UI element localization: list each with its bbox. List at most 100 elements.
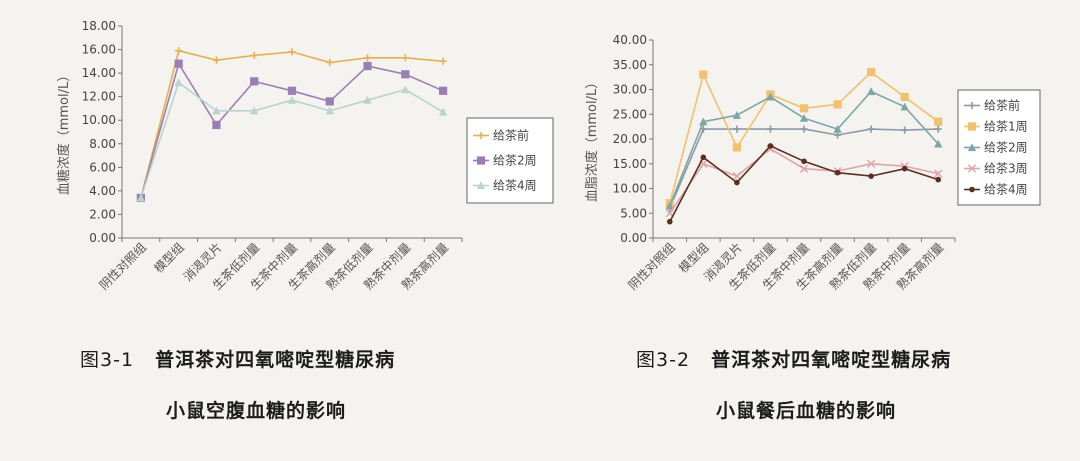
legend-swatch-marker [477, 131, 485, 140]
data-point [363, 61, 372, 71]
data-point [250, 77, 259, 86]
x-tick-label: 模型组 [151, 240, 186, 275]
legend-box [957, 89, 1041, 206]
data-point [900, 102, 909, 111]
data-point [438, 107, 448, 116]
data-point [665, 201, 674, 210]
y-tick-label: 10.00 [82, 113, 116, 127]
legend-swatch-marker [476, 181, 486, 190]
data-point [326, 58, 334, 67]
legend-label: 给茶4周 [984, 182, 1028, 197]
data-point [363, 54, 372, 62]
data-point [934, 169, 943, 178]
data-point [901, 165, 908, 172]
data-point [401, 54, 409, 62]
data-point [175, 47, 183, 55]
data-point [867, 125, 875, 133]
figure-3-1-title: 普洱茶对四氧嘧啶型糖尿病 [155, 349, 396, 371]
figure-3-1-number: 图3-1 [80, 349, 135, 371]
data-point [799, 104, 809, 113]
figure-3-2-caption-line1: 图3-2 普洱茶对四氧嘧啶型糖尿病 [636, 345, 951, 372]
series-line [669, 71, 939, 204]
data-point [174, 59, 183, 68]
legend-swatch-marker [967, 143, 977, 152]
data-point [799, 164, 809, 173]
y-tick-label: 0.00 [620, 231, 647, 245]
legend-swatch-marker [476, 156, 486, 165]
legend-label: 给茶4周 [493, 178, 537, 193]
data-point [867, 68, 876, 77]
series-line [140, 61, 444, 199]
figure-3-2-title: 普洱茶对四氧嘧啶型糖尿病 [711, 349, 952, 371]
legend-label: 给茶3周 [984, 161, 1028, 176]
y-tick-label: 35.00 [613, 58, 647, 72]
y-tick-label: 8.00 [89, 137, 116, 151]
data-point [732, 111, 742, 119]
data-point [935, 176, 942, 183]
y-tick-label: 25.00 [613, 107, 647, 121]
legend-label: 给茶2周 [984, 140, 1028, 155]
figure-3-2-number: 图3-2 [636, 349, 691, 371]
legend-swatch-marker [967, 122, 977, 131]
data-point [212, 120, 221, 130]
chart-blood-glucose: 0.00 2.00 4.00 6.00 8.00 10.00 12.00 14.00 16.00… [56, 19, 554, 293]
data-point [934, 117, 943, 126]
x-tick-label: 阴性对照组 [626, 240, 678, 292]
data-point [287, 96, 297, 104]
data-point [401, 85, 410, 94]
data-point [733, 125, 741, 133]
data-point [766, 125, 775, 133]
data-point [934, 125, 942, 133]
data-point [699, 70, 708, 79]
data-point [732, 143, 741, 152]
data-point [363, 96, 372, 104]
data-point [868, 173, 874, 179]
data-point [866, 87, 876, 96]
data-point [212, 106, 221, 115]
y-tick-label: 20.00 [613, 132, 647, 146]
data-point [212, 56, 221, 64]
legend-swatch-marker [968, 101, 976, 110]
y-tick-label: 30.00 [613, 83, 647, 97]
y-tick-label: 4.00 [89, 184, 116, 198]
data-point [439, 86, 448, 95]
y-tick-label: 40.00 [613, 33, 647, 47]
y-tick-label: 18.00 [82, 19, 116, 33]
figure-3-1-caption-line2: 小鼠空腹血糖的影响 [166, 400, 347, 422]
y-tick-label: 2.00 [89, 207, 116, 221]
data-point [250, 51, 258, 60]
legend-swatch-marker [967, 164, 977, 173]
data-point [174, 78, 183, 87]
data-point [901, 126, 909, 134]
data-point [732, 171, 742, 181]
legend-label: 给茶前 [984, 98, 1020, 113]
y-tick-label: 6.00 [89, 160, 116, 174]
y-tick-label: 16.00 [82, 43, 116, 57]
figure-3-1-caption-line1: 图3-1 普洱茶对四氧嘧啶型糖尿病 [80, 345, 395, 372]
data-point [666, 218, 673, 225]
data-point [700, 154, 707, 161]
data-point [866, 159, 876, 168]
data-point [325, 106, 334, 115]
data-point [900, 92, 909, 102]
data-point [325, 97, 334, 106]
y-tick-label: 10.00 [613, 182, 647, 196]
data-point [699, 117, 708, 126]
data-point [934, 139, 943, 148]
y-axis-title: 血脂浓度（mmol/L） [584, 76, 600, 203]
data-point [834, 169, 841, 176]
data-point [801, 158, 807, 165]
legend-swatch-marker [969, 186, 975, 193]
y-axis-title: 血糖浓度（mmol/L） [56, 69, 72, 196]
legend-label: 给茶前 [493, 128, 529, 143]
data-point [833, 100, 842, 109]
data-point [799, 114, 809, 122]
y-tick-label: 0.00 [89, 231, 116, 245]
data-point [250, 106, 259, 115]
data-point [766, 92, 775, 101]
chart-blood-lipid: 0.00 5.00 10.00 15.00 20.00 25.00 30.00 35.00 40… [584, 33, 1041, 293]
x-tick-label: 阴性对照组 [97, 240, 149, 292]
legend-label: 给茶1周 [984, 119, 1028, 134]
y-tick-label: 14.00 [82, 66, 116, 80]
